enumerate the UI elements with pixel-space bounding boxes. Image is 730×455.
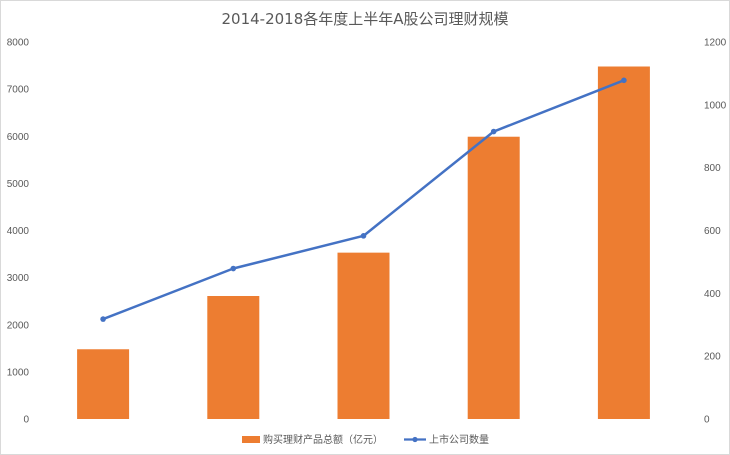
line-point [360, 233, 367, 239]
left-axis-tick-label: 1000 [7, 367, 30, 378]
bar [467, 136, 520, 419]
legend-swatch-bar [242, 436, 260, 443]
line-series [100, 77, 627, 322]
bar-series [77, 66, 650, 419]
right-axis-tick-label: 200 [704, 352, 721, 363]
left-axis-tick-label: 5000 [7, 179, 30, 190]
legend-swatch-marker [412, 436, 418, 443]
legend: 购买理财产品总额（亿元） 上市公司数量 [242, 433, 489, 446]
left-axis-tick-label: 6000 [7, 132, 30, 143]
bar [337, 252, 390, 419]
chart-title: 2014-2018各年度上半年A股公司理财规模 [221, 10, 508, 28]
bar [77, 349, 130, 419]
left-axis-tick-label: 4000 [7, 226, 30, 237]
right-axis-tick-label: 0 [704, 415, 710, 426]
left-axis-ticks: 0 1000 2000 3000 4000 5000 6000 7000 8000 [7, 38, 30, 426]
bar [207, 296, 260, 419]
left-axis-tick-label: 3000 [7, 273, 30, 284]
right-axis-tick-label: 800 [704, 163, 721, 174]
right-axis-tick-label: 600 [704, 226, 721, 237]
legend-label-line: 上市公司数量 [429, 433, 489, 446]
right-axis-tick-label: 1200 [704, 38, 727, 49]
left-axis-tick-label: 8000 [7, 38, 30, 49]
bar [597, 66, 650, 419]
line-point [100, 316, 106, 322]
right-axis-tick-label: 400 [704, 289, 721, 300]
legend-label-bar: 购买理财产品总额（亿元） [263, 433, 383, 446]
left-axis-tick-label: 2000 [7, 320, 30, 331]
right-axis-tick-label: 1000 [704, 100, 727, 111]
line-point [230, 265, 237, 272]
right-axis-ticks: 0 200 400 600 800 1000 1200 [704, 38, 727, 426]
line-point [490, 128, 497, 135]
left-axis-tick-label: 7000 [7, 85, 30, 96]
left-axis-tick-label: 0 [23, 415, 29, 426]
line-point [621, 77, 627, 84]
